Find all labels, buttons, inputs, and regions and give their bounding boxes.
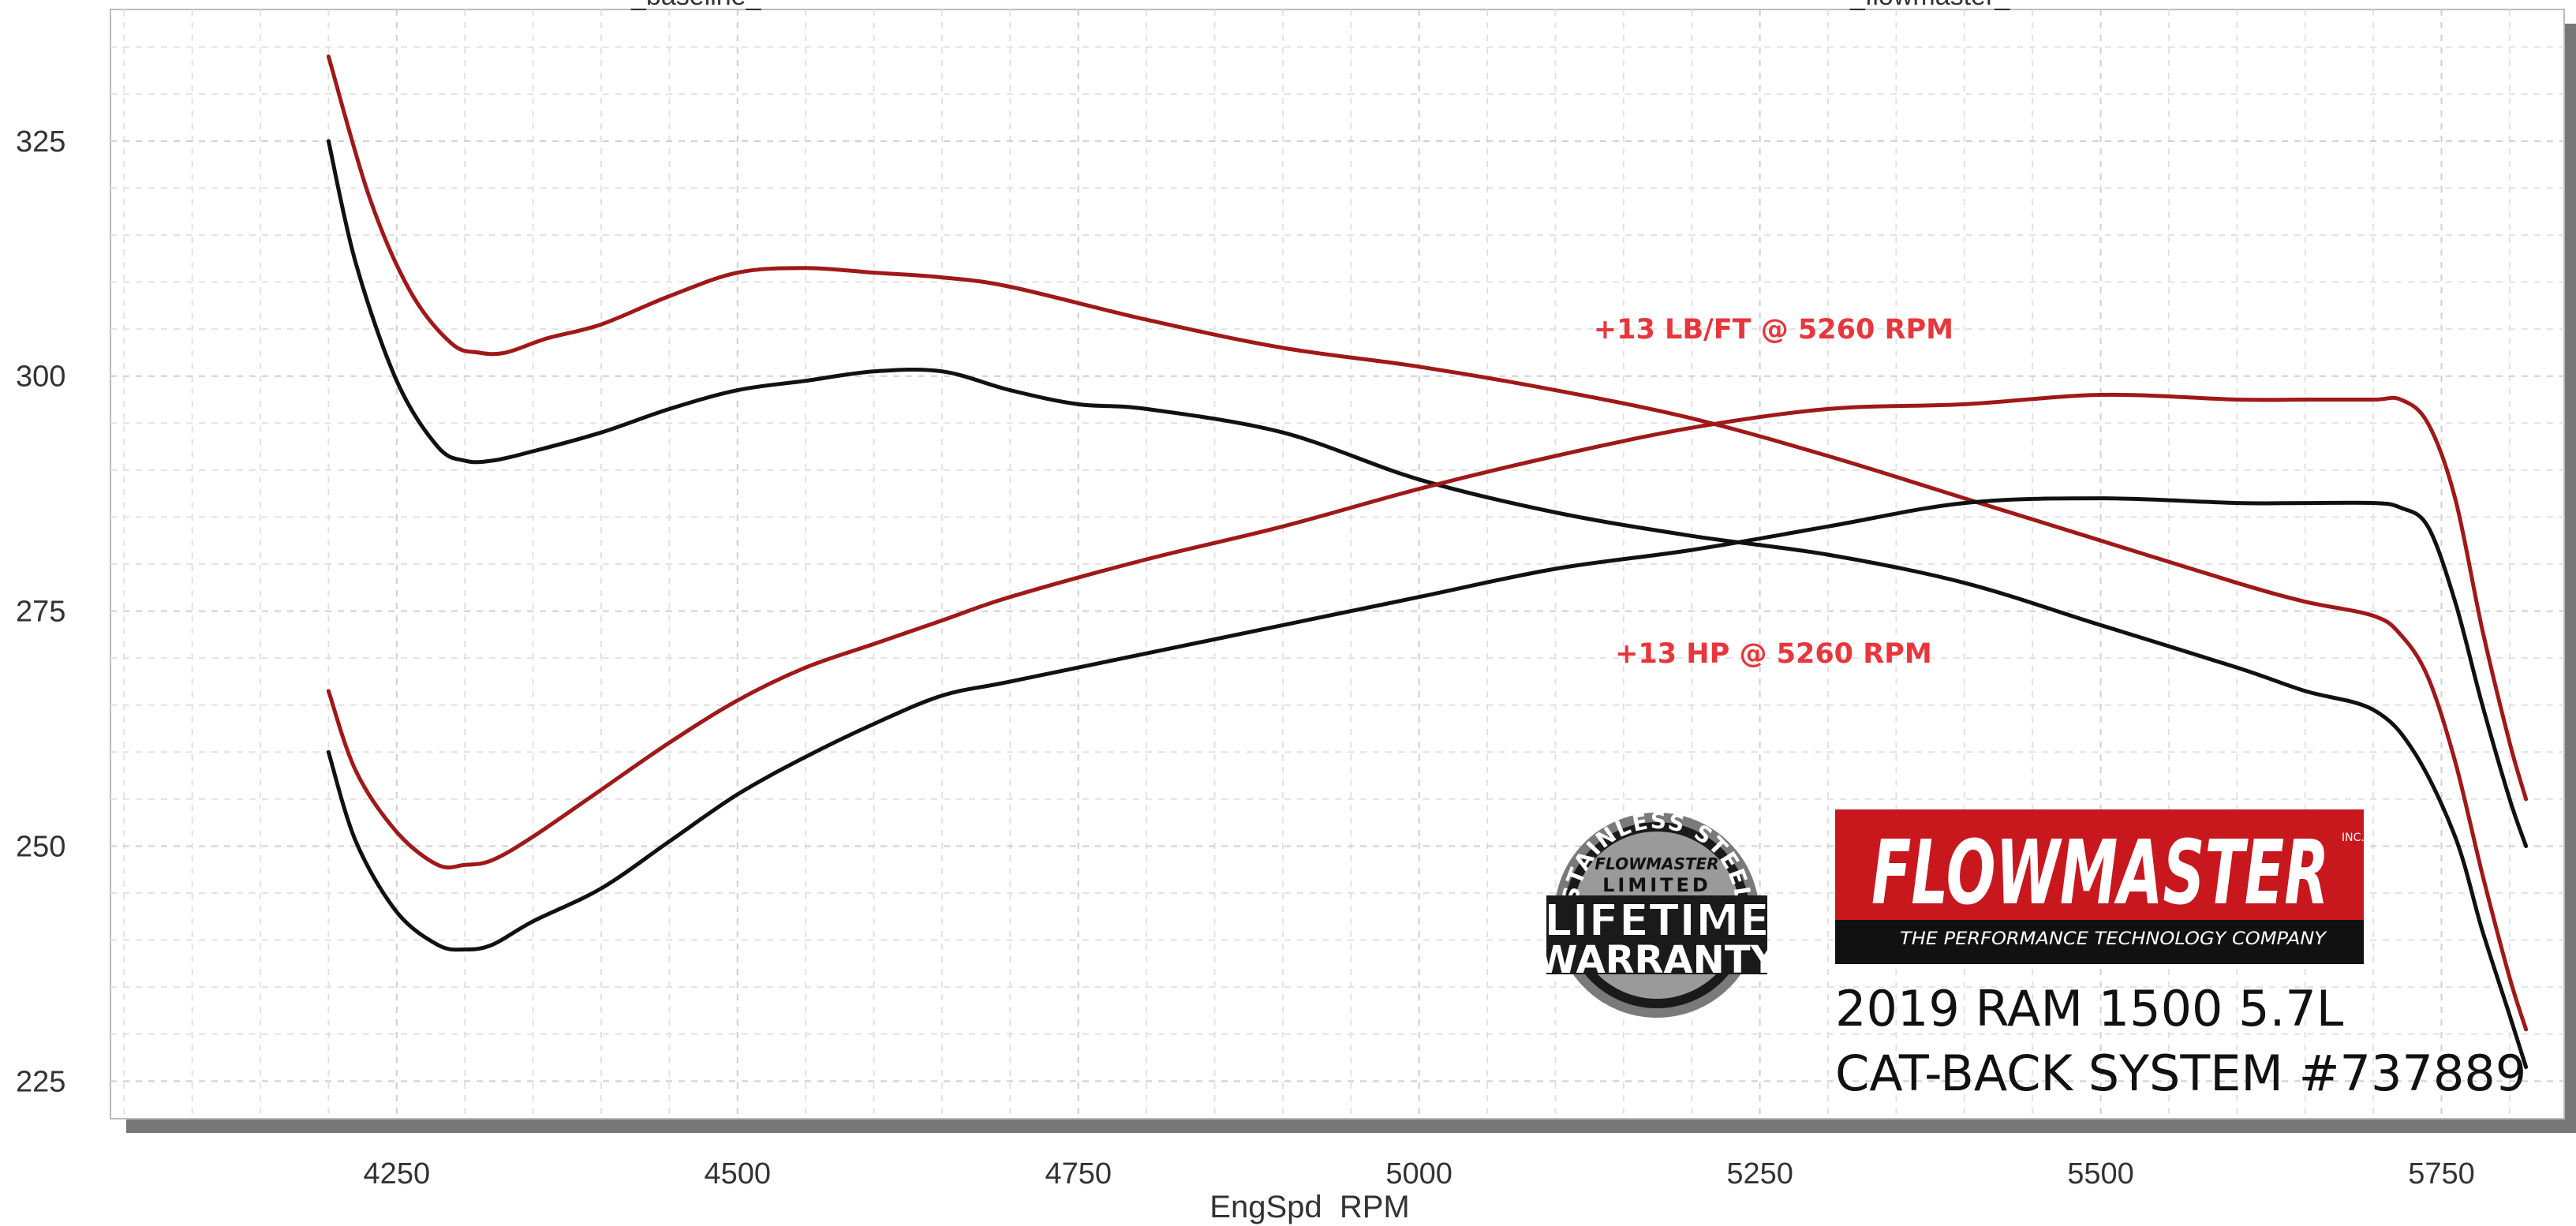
top-label-flowmaster: _flowmaster_ xyxy=(1849,0,2010,11)
annotation-torque-gain: +13 LB/FT @ 5260 RPM xyxy=(1594,314,1953,346)
logo-tagline: THE PERFORMANCE TECHNOLOGY COMPANY xyxy=(1900,929,2327,949)
y-tick-labels: 225 250 275 300 325 xyxy=(16,125,65,1099)
logo-name: FLOWMASTER xyxy=(1871,822,2329,925)
badge-limited: LIMITED xyxy=(1602,874,1711,896)
caption-system: CAT-BACK SYSTEM #737889 xyxy=(1835,1045,2526,1102)
x-tick-label: 5750 xyxy=(2408,1157,2475,1190)
y-tick-label: 275 xyxy=(16,596,65,629)
y-tick-label: 250 xyxy=(16,830,65,863)
y-tick-label: 225 xyxy=(16,1065,65,1098)
annotation-hp-gain: +13 HP @ 5260 RPM xyxy=(1615,638,1932,670)
x-tick-label: 4500 xyxy=(705,1157,772,1190)
logo-inc: INC. xyxy=(2342,832,2365,844)
x-tick-label: 4750 xyxy=(1045,1157,1112,1190)
x-tick-label: 4250 xyxy=(364,1157,431,1190)
series-line-2 xyxy=(326,139,2529,1069)
annotations: +13 LB/FT @ 5260 RPM +13 HP @ 5260 RPM xyxy=(1594,314,1953,670)
warranty-badge: STAINLESS STEEL FLOWMASTER LIMITED LIFET… xyxy=(1536,808,1779,1018)
y-tick-label: 325 xyxy=(16,125,65,159)
series-line-3 xyxy=(326,392,2529,870)
x-tick-label: 5000 xyxy=(1385,1157,1453,1190)
badge-warranty: WARRANTY xyxy=(1536,938,1779,982)
flowmaster-logo: FLOWMASTER INC. THE PERFORMANCE TECHNOLO… xyxy=(1835,809,2365,964)
series-lines xyxy=(326,54,2529,1069)
x-axis-title: EngSpd RPM xyxy=(1209,1190,1409,1224)
caption-vehicle: 2019 RAM 1500 5.7L xyxy=(1835,980,2344,1037)
series-line-4 xyxy=(326,496,2529,952)
badge-lifetime: LIFETIME xyxy=(1544,895,1770,947)
x-tick-label: 5250 xyxy=(1726,1157,1793,1190)
badge-brand: FLOWMASTER xyxy=(1595,854,1718,873)
series-line-1 xyxy=(326,54,2529,1032)
y-tick-label: 300 xyxy=(16,361,65,394)
x-tick-label: 5500 xyxy=(2067,1157,2134,1190)
top-label-baseline: _baseline_ xyxy=(630,0,762,11)
x-tick-labels: 4250 4500 4750 5000 5250 5500 5750 xyxy=(364,1157,2475,1190)
